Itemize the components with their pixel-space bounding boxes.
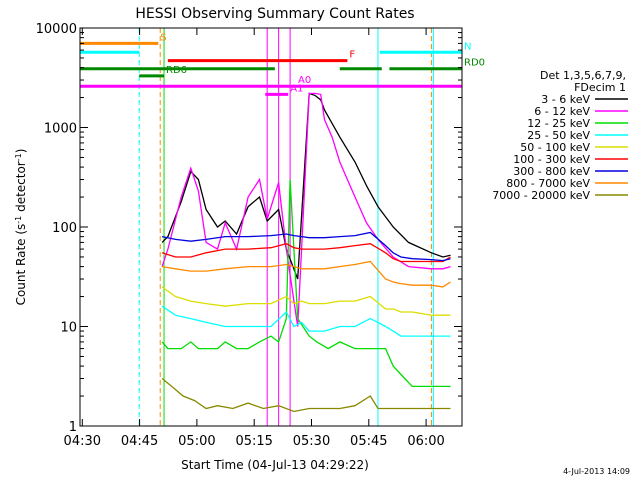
- legend-label-4: 25 - 50 keV: [527, 129, 590, 142]
- y-axis-label: Count Rate (s-1 detector-1): [14, 149, 28, 306]
- flag-label: A1: [290, 83, 303, 94]
- chart-title: HESSI Observing Summary Count Rates: [135, 6, 414, 22]
- y-tick-label: 10000: [36, 22, 77, 37]
- y-axis: 1 10 100 1000 10000: [36, 22, 462, 435]
- legend-label-7: 300 - 800 keV: [513, 165, 590, 178]
- legend-label-2: 6 - 12 keV: [534, 105, 590, 118]
- series-line-4: [161, 305, 451, 337]
- legend-label-6: 100 - 300 keV: [513, 153, 590, 166]
- series-line-7: [161, 231, 451, 262]
- flag-label: N: [464, 41, 471, 52]
- x-tick-label: 04:45: [121, 434, 158, 449]
- y-tick-label: 1: [69, 420, 77, 435]
- legend-label-3: 12 - 25 keV: [527, 117, 590, 130]
- flag-label: S: [160, 32, 166, 43]
- x-tick-label: 05:00: [178, 434, 215, 449]
- x-axis: 04:30 04:45 05:00 05:15 05:30 05:45 06:00: [64, 28, 445, 449]
- legend-header-line-1: Det 1,3,5,6,7,9,: [540, 69, 626, 82]
- legend-header-line-2: FDecim 1: [574, 81, 626, 94]
- x-tick-label: 06:00: [407, 434, 444, 449]
- series-line-5: [161, 286, 451, 316]
- series-line-9: [161, 377, 451, 413]
- x-tick-label: 05:15: [235, 434, 272, 449]
- series-line-8: [161, 260, 451, 288]
- flag-label: A0: [298, 75, 311, 86]
- footer-timestamp: 4-Jul-2013 14:09: [563, 467, 630, 476]
- series-line-2: [161, 92, 451, 327]
- flag-label: F: [349, 50, 355, 61]
- x-tick-label: 05:45: [350, 434, 387, 449]
- series-line-1: [161, 92, 451, 280]
- series-line-6: [161, 243, 451, 263]
- flag-label: RD6: [166, 65, 187, 76]
- x-axis-label: Start Time (04-Jul-13 04:29:22): [181, 458, 369, 472]
- legend-label-1: 3 - 6 keV: [541, 93, 590, 106]
- x-tick-label: 04:30: [64, 434, 101, 449]
- flag-label: RD0: [464, 58, 485, 69]
- legend-label-9: 7000 - 20000 keV: [492, 189, 590, 202]
- y-tick-label: 10: [60, 321, 77, 336]
- legend-label-5: 50 - 100 keV: [520, 141, 590, 154]
- legend-label-8: 800 - 7000 keV: [506, 177, 590, 190]
- y-tick-label: 100: [52, 221, 77, 236]
- x-tick-label: 05:30: [293, 434, 330, 449]
- y-tick-label: 1000: [44, 122, 77, 137]
- series-line-3: [161, 179, 451, 388]
